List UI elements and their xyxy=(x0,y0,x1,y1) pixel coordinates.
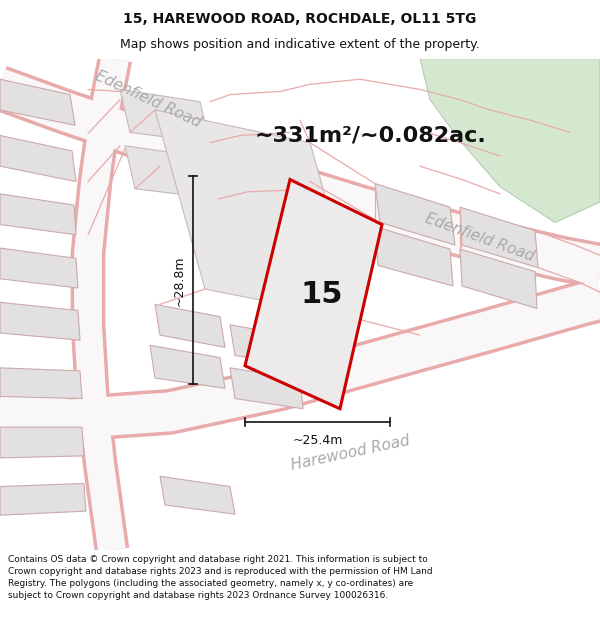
Polygon shape xyxy=(155,304,225,348)
Text: ~25.4m: ~25.4m xyxy=(292,434,343,447)
Polygon shape xyxy=(230,368,303,409)
Polygon shape xyxy=(375,227,453,286)
Polygon shape xyxy=(0,248,78,288)
Text: ~28.8m: ~28.8m xyxy=(173,255,186,306)
Polygon shape xyxy=(0,428,84,458)
Polygon shape xyxy=(460,207,538,268)
Text: 15, HAREWOOD ROAD, ROCHDALE, OL11 5TG: 15, HAREWOOD ROAD, ROCHDALE, OL11 5TG xyxy=(124,12,476,26)
Polygon shape xyxy=(230,325,303,366)
Polygon shape xyxy=(0,484,86,515)
Polygon shape xyxy=(0,79,75,125)
Text: 15: 15 xyxy=(301,280,343,309)
Polygon shape xyxy=(0,368,82,399)
Text: Edenfield Road: Edenfield Road xyxy=(424,211,536,264)
Polygon shape xyxy=(0,194,76,235)
Text: ~331m²/~0.082ac.: ~331m²/~0.082ac. xyxy=(255,126,487,146)
Text: Edenfield Road: Edenfield Road xyxy=(93,69,203,131)
Text: Map shows position and indicative extent of the property.: Map shows position and indicative extent… xyxy=(120,38,480,51)
Polygon shape xyxy=(125,146,218,199)
Polygon shape xyxy=(375,184,455,245)
Text: Contains OS data © Crown copyright and database right 2021. This information is : Contains OS data © Crown copyright and d… xyxy=(8,555,433,599)
Text: Harewood Road: Harewood Road xyxy=(289,433,411,472)
Polygon shape xyxy=(0,302,80,340)
Polygon shape xyxy=(460,249,537,309)
Polygon shape xyxy=(0,136,76,181)
Polygon shape xyxy=(150,345,225,388)
Polygon shape xyxy=(420,59,600,222)
Polygon shape xyxy=(155,110,360,320)
Polygon shape xyxy=(160,476,235,514)
Polygon shape xyxy=(120,89,210,142)
Polygon shape xyxy=(245,179,382,409)
